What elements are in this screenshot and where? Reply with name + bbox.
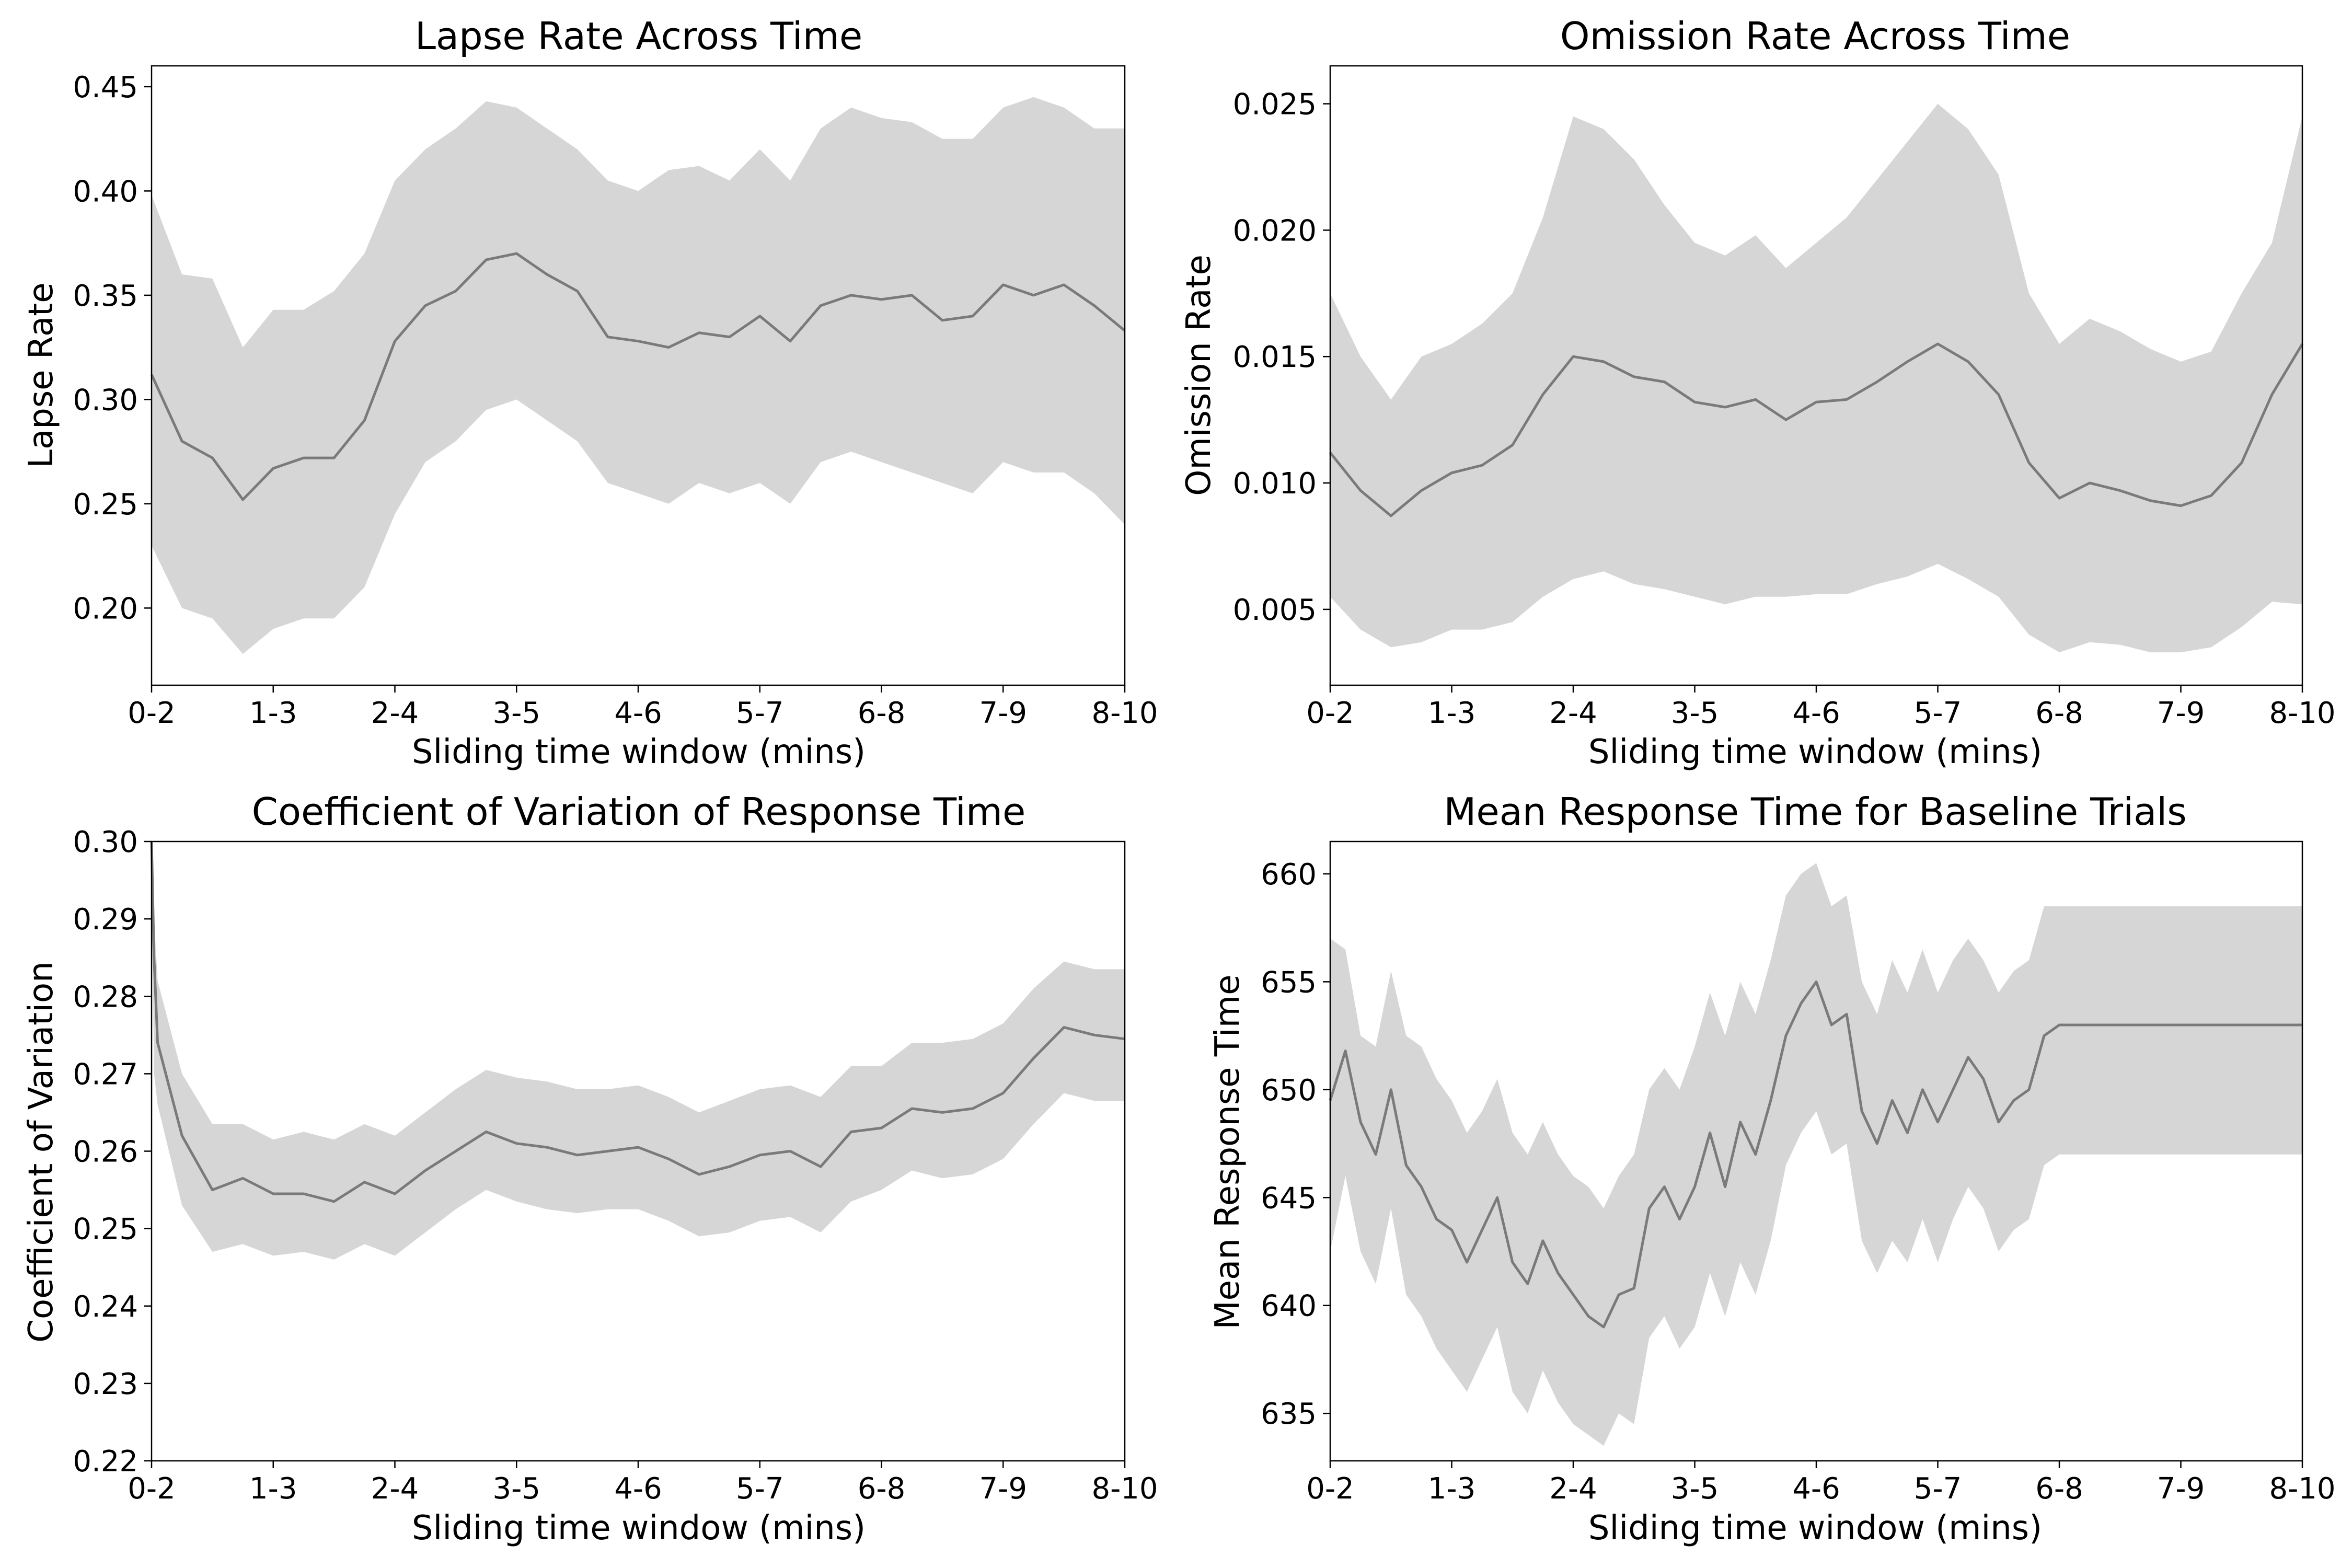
- y-tick-label: 0.005: [1233, 593, 1317, 627]
- y-tick-label: 645: [1261, 1181, 1317, 1215]
- x-tick-label: 4-6: [1792, 1472, 1840, 1506]
- y-tick-label: 0.30: [73, 383, 138, 417]
- plot-area: 0-2 1-3 2-4 3-5 4-6 5-7 6-8 7-9 8-10 0.20 0.25 0.30…: [73, 65, 1158, 730]
- y-tick-label: 0.020: [1233, 214, 1317, 248]
- y-tick-label: 0.20: [73, 592, 138, 626]
- panel-title: Lapse Rate Across Time: [415, 14, 862, 58]
- x-tick-label: 7-9: [2157, 696, 2205, 730]
- panel-mean-response-time: Mean Response Time for Baseline Trials 0…: [1208, 790, 2336, 1548]
- x-tick-label: 4-6: [614, 1472, 662, 1506]
- x-tick-label: 8-10: [1091, 1472, 1158, 1506]
- mean-line: [1329, 342, 2304, 517]
- plot-area: 0-2 1-3 2-4 3-5 4-6 5-7 6-8 7-9 8-10 0.005 0.010 0.…: [1233, 65, 2336, 730]
- y-tick-label: 635: [1261, 1397, 1317, 1431]
- y-tick-label: 0.22: [73, 1445, 138, 1479]
- x-tick-label: 3-5: [1671, 696, 1719, 730]
- x-tick-label: 7-9: [979, 696, 1027, 730]
- y-tick-label: 0.25: [73, 488, 138, 522]
- y-tick-label: 0.25: [73, 1213, 138, 1247]
- y-tick-label: 0.29: [73, 903, 138, 937]
- y-axis-label: Lapse Rate: [22, 282, 61, 468]
- x-axis-label: Sliding time window (mins): [412, 1509, 866, 1548]
- panel-omission-rate: Omission Rate Across Time 0-2 1-3 2-4 3-5 4-…: [1180, 14, 2336, 771]
- y-axis-label: Mean Response Time: [1208, 974, 1247, 1329]
- x-tick-label: 6-8: [2035, 696, 2083, 730]
- x-tick-label: 5-7: [736, 696, 783, 730]
- x-axis-label: Sliding time window (mins): [1588, 733, 2042, 771]
- x-tick-label: 3-5: [1671, 1472, 1719, 1506]
- confidence-band: [152, 841, 1125, 1260]
- y-tick-label: 0.015: [1233, 340, 1317, 374]
- x-tick-label: 8-10: [2269, 696, 2335, 730]
- x-tick-label: 2-4: [1549, 696, 1597, 730]
- x-tick-label: 1-3: [1428, 696, 1475, 730]
- x-tick-label: 1-3: [249, 1472, 297, 1506]
- plot-area: 0-2 1-3 2-4 3-5 4-6 5-7 6-8 7-9 8-10 635 640 645 650…: [1261, 840, 2336, 1506]
- y-tick-label: 640: [1261, 1289, 1317, 1323]
- x-tick-label: 0-2: [128, 696, 175, 730]
- y-tick-label: 0.35: [73, 279, 138, 313]
- x-tick-label: 1-3: [249, 696, 297, 730]
- x-tick-label: 5-7: [1914, 696, 1962, 730]
- x-tick-label: 5-7: [736, 1472, 783, 1506]
- x-tick-label: 0-2: [1306, 1472, 1354, 1506]
- y-tick-label: 660: [1261, 858, 1317, 892]
- x-axis-label: Sliding time window (mins): [1588, 1509, 2042, 1548]
- y-tick-label: 0.26: [73, 1135, 138, 1169]
- y-tick-label: 0.23: [73, 1367, 138, 1401]
- y-tick-label: 0.28: [73, 980, 138, 1014]
- confidence-band: [1330, 103, 2302, 653]
- x-tick-label: 4-6: [614, 696, 662, 730]
- y-tick-label: 0.025: [1233, 88, 1317, 122]
- y-tick-label: 0.27: [73, 1057, 138, 1091]
- panel-title: Mean Response Time for Baseline Trials: [1444, 790, 2187, 834]
- y-axis-label: Omission Rate: [1180, 255, 1218, 496]
- x-tick-label: 2-4: [371, 696, 419, 730]
- x-tick-label: 6-8: [858, 1472, 905, 1506]
- x-tick-label: 4-6: [1792, 696, 1840, 730]
- confidence-band: [1330, 863, 2302, 1446]
- panel-title: Coefficient of Variation of Response Tim…: [252, 790, 1026, 834]
- x-tick-label: 6-8: [858, 696, 905, 730]
- y-tick-label: 0.45: [73, 71, 138, 105]
- x-tick-label: 1-3: [1428, 1472, 1475, 1506]
- plot-area: 0-2 1-3 2-4 3-5 4-6 5-7 6-8 7-9 8-10 0.22 0.23 0.24…: [73, 825, 1158, 1506]
- mean-line: [150, 841, 1125, 1203]
- x-tick-label: 3-5: [493, 696, 540, 730]
- panel-title: Omission Rate Across Time: [1560, 14, 2070, 58]
- x-tick-label: 6-8: [2035, 1472, 2083, 1506]
- x-tick-label: 0-2: [1306, 696, 1354, 730]
- mean-line: [1329, 980, 2302, 1329]
- panel-lapse-rate: Lapse Rate Across Time 0-2 1-3 2-4 3-5 4-6 5-…: [22, 14, 1158, 771]
- y-tick-label: 650: [1261, 1074, 1317, 1108]
- y-tick-label: 0.010: [1233, 467, 1317, 501]
- x-tick-label: 7-9: [979, 1472, 1027, 1506]
- y-tick-label: 0.40: [73, 175, 138, 209]
- x-tick-label: 7-9: [2157, 1472, 2205, 1506]
- y-tick-label: 0.24: [73, 1290, 138, 1324]
- y-tick-label: 655: [1261, 965, 1317, 999]
- confidence-band: [152, 97, 1125, 654]
- y-tick-label: 0.30: [73, 825, 138, 859]
- x-tick-label: 3-5: [493, 1472, 540, 1506]
- x-tick-label: 2-4: [371, 1472, 419, 1506]
- x-axis-label: Sliding time window (mins): [412, 733, 866, 771]
- mean-line: [150, 252, 1126, 501]
- x-tick-label: 5-7: [1914, 1472, 1962, 1506]
- x-tick-label: 2-4: [1549, 1472, 1597, 1506]
- x-tick-label: 0-2: [128, 1472, 175, 1506]
- y-axis-label: Coefficient of Variation: [22, 961, 61, 1342]
- x-tick-label: 8-10: [1091, 696, 1158, 730]
- panel-coefficient-of-variation: Coefficient of Variation of Response Tim…: [22, 790, 1158, 1548]
- x-tick-label: 8-10: [2269, 1472, 2335, 1506]
